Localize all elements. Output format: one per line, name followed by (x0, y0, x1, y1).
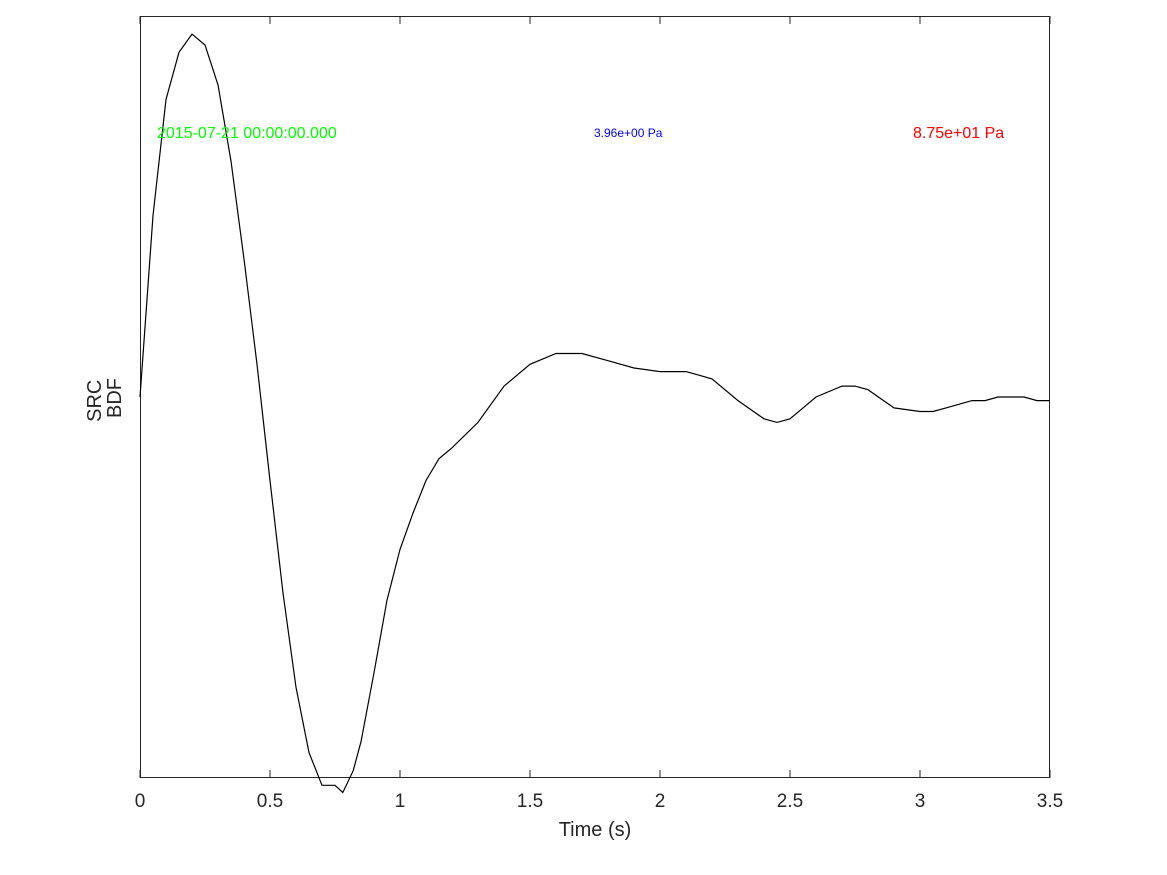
x-tick-label: 1.5 (517, 791, 543, 812)
series-line (139, 33, 1050, 794)
x-tick-label: 2.5 (777, 791, 803, 812)
y-axis-label-line-1: SRC (84, 380, 106, 422)
y-axis-label: SRC BDF (84, 374, 126, 422)
x-tick-label: 0.5 (257, 791, 283, 812)
x-tick-label: 1 (395, 791, 406, 812)
x-tick-label: 0 (135, 791, 146, 812)
x-axis-title: Time (s) (559, 819, 632, 841)
x-tick-label: 3.5 (1037, 791, 1063, 812)
x-tick-label: 3 (915, 791, 926, 812)
y-axis-label-line-2: BDF (104, 378, 126, 418)
plot-area-background (140, 16, 1050, 778)
annotation-amplitude-red: 8.75e+01 Pa (913, 125, 1004, 142)
annotation-timestamp: 2015-07-21 00:00:00.000 (157, 125, 337, 142)
x-axis-tick-labels: 0 0.5 1 1.5 2 2.5 3 3.5 (135, 791, 1064, 812)
x-axis-ticks (139, 16, 1051, 778)
annotation-amplitude-blue: 3.96e+00 Pa (594, 126, 663, 140)
x-tick-label: 2 (655, 791, 666, 812)
